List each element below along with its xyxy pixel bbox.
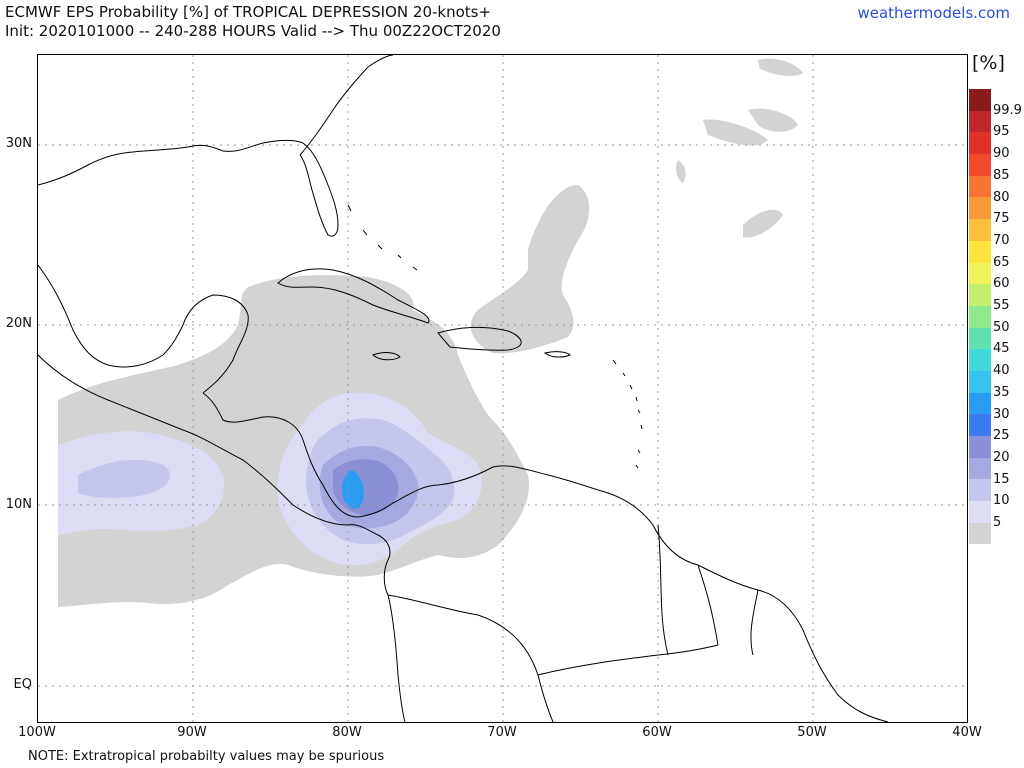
colorbar-segment: [969, 370, 991, 393]
colorbar-segment: [969, 197, 991, 220]
colorbar-level-label: 80: [993, 189, 1010, 205]
colorbar-segment: [969, 89, 991, 111]
colorbar-level-label: 15: [993, 471, 1010, 487]
colorbar-segment: [969, 110, 991, 133]
colorbar-segment: [969, 436, 991, 458]
colorbar-level-label: 75: [993, 211, 1010, 227]
colorbar-level-label: 30: [993, 406, 1010, 422]
colorbar-level-label: 45: [993, 341, 1010, 357]
colorbar-segment: [969, 414, 991, 436]
colorbar-segment: [969, 175, 991, 198]
colorbar-segment: [969, 327, 991, 350]
colorbar-segment: [969, 392, 991, 415]
colorbar-level-label: 5: [993, 515, 1002, 530]
colorbar-level-label: 55: [993, 298, 1010, 313]
coastlines: [38, 55, 889, 722]
colorbar-segment: [969, 262, 991, 285]
colorbar-level-label: 40: [993, 363, 1010, 379]
graticule: [38, 55, 967, 722]
title-line-2: Init: 2020101000 -- 240-288 HOURS Valid …: [5, 22, 501, 40]
colorbar-segment: [969, 501, 991, 523]
colorbar-segment: [969, 457, 991, 480]
colorbar-level-label: 85: [993, 167, 1010, 183]
colorbar-level-label: 50: [993, 319, 1010, 335]
brand-link[interactable]: weathermodels.com: [857, 4, 1010, 22]
colorbar-level-label: 10: [993, 493, 1010, 509]
colorbar-segment: [969, 240, 991, 263]
map-canvas: [38, 55, 967, 722]
lon-label-50w: 50W: [797, 725, 827, 740]
lon-label-90w: 90W: [177, 725, 207, 740]
colorbar-segment: [969, 219, 991, 241]
colorbar-segment: [969, 349, 991, 371]
lon-label-70w: 70W: [487, 725, 517, 740]
colorbar-level-label: 99.9: [993, 102, 1022, 118]
footnote: NOTE: Extratropical probabilty values ma…: [28, 749, 385, 764]
prob-35-shading: [342, 470, 364, 509]
colorbar-level-label: 65: [993, 254, 1010, 270]
lon-label-40w: 40W: [952, 725, 982, 740]
lon-label-100w: 100W: [18, 725, 56, 740]
lat-label-30n: 30N: [5, 136, 32, 151]
colorbar-segment: [969, 305, 991, 328]
colorbar-segment: [969, 154, 991, 176]
colorbar-level-label: 25: [993, 428, 1010, 444]
lon-label-80w: 80W: [332, 725, 362, 740]
colorbar-level-label: 20: [993, 449, 1010, 465]
colorbar-level-label: 70: [993, 232, 1010, 248]
title-line-1: ECMWF EPS Probability [%] of TROPICAL DE…: [5, 3, 492, 21]
map-panel: [37, 54, 968, 723]
colorbar-segment: [969, 479, 991, 502]
colorbar-level-label: 90: [993, 146, 1010, 162]
colorbar: [969, 89, 991, 545]
colorbar-segment: [969, 284, 991, 306]
colorbar-segment: [969, 132, 991, 155]
colorbar-level-label: 95: [993, 124, 1010, 140]
chart-title: ECMWF EPS Probability [%] of TROPICAL DE…: [5, 3, 501, 41]
colorbar-level-label: 35: [993, 384, 1010, 400]
lat-label-10n: 10N: [5, 497, 32, 512]
colorbar-unit: [%]: [972, 52, 1005, 74]
colorbar-level-label: 60: [993, 276, 1010, 292]
lat-label-20n: 20N: [5, 316, 32, 331]
colorbar-segment: [969, 522, 991, 545]
lat-label-eq: EQ: [13, 677, 32, 692]
lon-label-60w: 60W: [642, 725, 672, 740]
